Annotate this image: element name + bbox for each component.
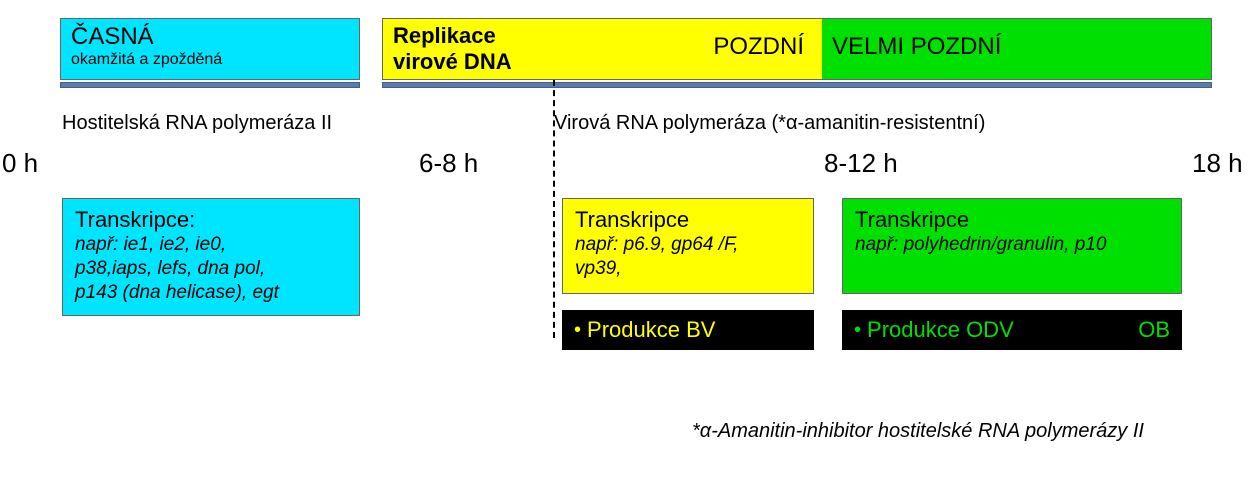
- footnote-text: *α-Amanitin-inhibitor hostitelské RNA po…: [692, 420, 1144, 443]
- produkce-ob-text: OB: [1138, 317, 1170, 343]
- phase-early-title: ČASNÁ: [61, 19, 359, 51]
- produkce-bv-box: • Produkce BV: [562, 310, 814, 350]
- transcription-early-title: Transkripce:: [75, 207, 347, 233]
- host-polymerase-label: Hostitelská RNA polymeráza II: [62, 112, 332, 135]
- time-6-8h: 6-8 h: [419, 148, 478, 179]
- produkce-odv-box: • Produkce ODV OB: [842, 310, 1182, 350]
- time-0h: 0 h: [2, 148, 38, 179]
- phase-replication-title: Replikace: [383, 19, 554, 49]
- transcription-late-lines: např: p6.9, gp64 /F, vp39,: [575, 234, 738, 279]
- phase-verylate-title: VELMI POZDNÍ: [822, 19, 1211, 61]
- underline-late: [382, 82, 1212, 88]
- transcription-early-body: např: ie1, ie2, ie0, p38,iaps, lefs, dna…: [75, 233, 347, 304]
- time-18h: 18 h: [1192, 148, 1243, 179]
- produkce-odv-text: Produkce ODV: [867, 317, 1014, 343]
- transcription-early-box: Transkripce: např: ie1, ie2, ie0, p38,ia…: [62, 198, 360, 316]
- produkce-bv-text: Produkce BV: [587, 317, 715, 343]
- diagram-root: ČASNÁ okamžitá a zpožděná Replikace viro…: [0, 0, 1248, 501]
- phase-early-bar: ČASNÁ okamžitá a zpožděná: [60, 18, 360, 80]
- transcription-verylate-body: např: polyhedrin/granulin, p10: [855, 233, 1169, 257]
- underline-early: [60, 82, 360, 88]
- phase-replication-subtitle: virové DNA: [383, 49, 554, 81]
- phase-early-subtitle: okamžitá a zpožděná: [61, 51, 359, 75]
- transcription-late-body: např: p6.9, gp64 /F, vp39,: [575, 233, 801, 281]
- transcription-verylate-title: Transkripce: [855, 207, 1169, 233]
- transcription-early-lines: např: ie1, ie2, ie0, p38,iaps, lefs, dna…: [75, 234, 279, 303]
- viral-polymerase-label: Virová RNA polymeráza (*α-amanitin-resis…: [554, 112, 985, 135]
- transcription-late-title: Transkripce: [575, 207, 801, 233]
- time-8-12h: 8-12 h: [824, 148, 898, 179]
- phase-late-bar: POZDNÍ: [554, 18, 822, 80]
- bullet-icon: •: [854, 320, 861, 340]
- bullet-icon: •: [574, 320, 581, 340]
- transcription-verylate-lines: např: polyhedrin/granulin, p10: [855, 234, 1106, 255]
- phase-verylate-bar: VELMI POZDNÍ: [822, 18, 1212, 80]
- transcription-late-box: Transkripce např: p6.9, gp64 /F, vp39,: [562, 198, 814, 294]
- phase-late-title: POZDNÍ: [554, 19, 822, 61]
- transcription-verylate-box: Transkripce např: polyhedrin/granulin, p…: [842, 198, 1182, 294]
- phase-replication-bar: Replikace virové DNA: [382, 18, 554, 80]
